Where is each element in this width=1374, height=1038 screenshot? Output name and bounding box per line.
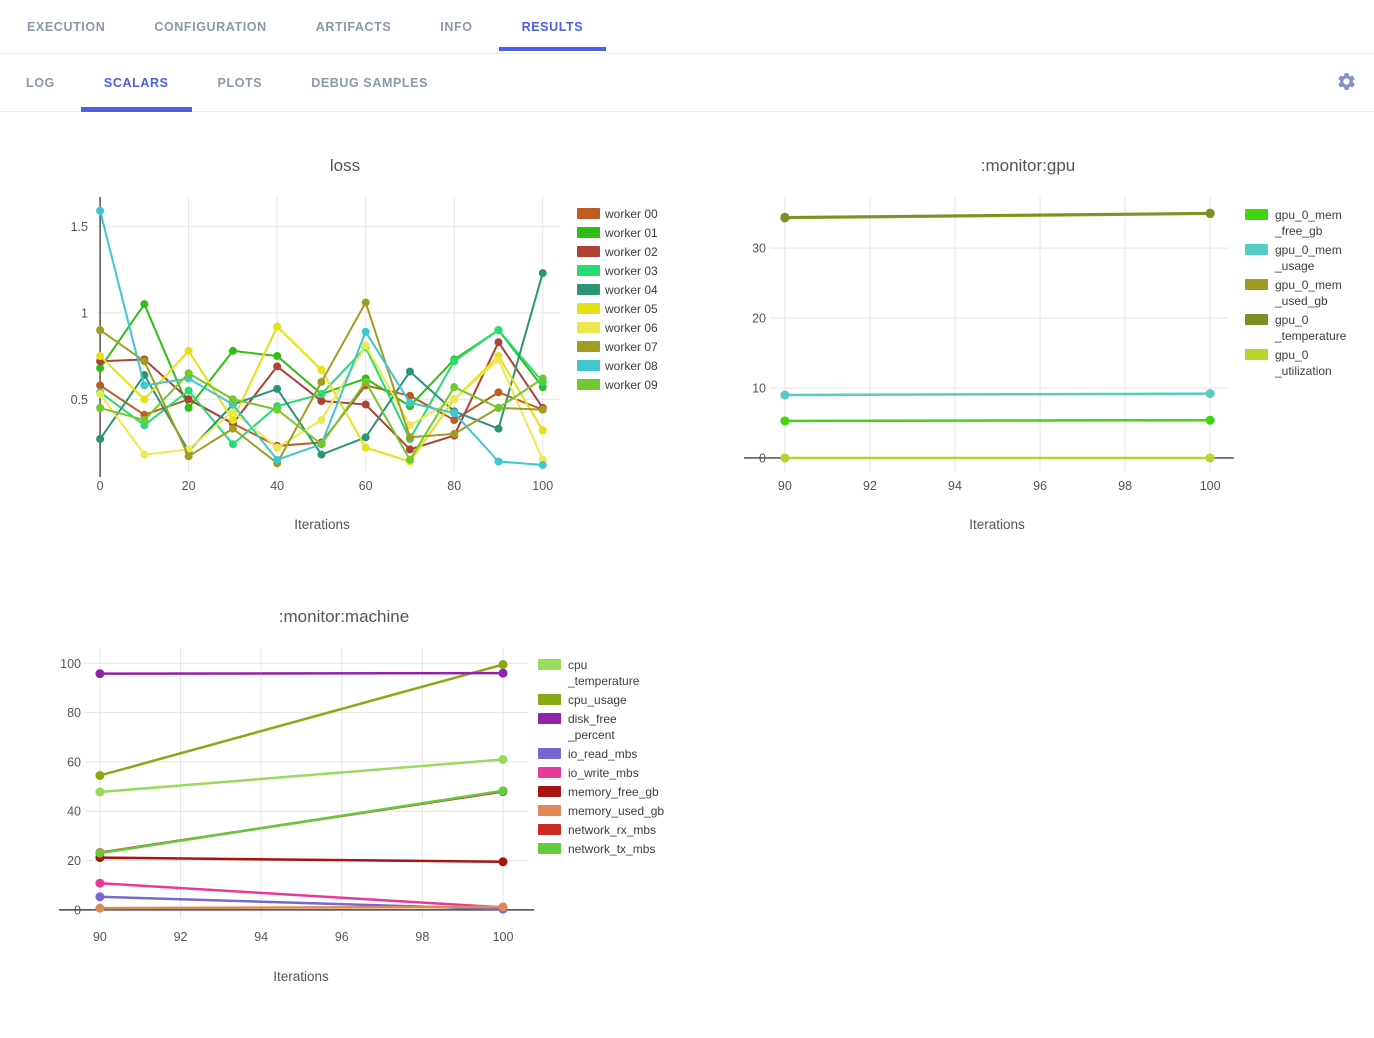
svg-text:92: 92 (863, 479, 877, 493)
svg-text::monitor:gpu: :monitor:gpu (981, 156, 1076, 175)
tab-artifacts-label: ARTIFACTS (315, 19, 392, 34)
svg-text:worker 03: worker 03 (604, 264, 658, 278)
svg-text:40: 40 (270, 479, 284, 493)
svg-text:_temperature: _temperature (567, 674, 640, 688)
svg-text:_used_gb: _used_gb (1274, 294, 1328, 308)
svg-text:worker 04: worker 04 (604, 283, 658, 297)
svg-text:100: 100 (60, 657, 81, 671)
svg-text:80: 80 (67, 706, 81, 720)
svg-text:gpu_0_mem: gpu_0_mem (1275, 208, 1342, 222)
svg-text:60: 60 (67, 755, 81, 769)
svg-text:worker 06: worker 06 (604, 321, 658, 335)
tab-configuration[interactable]: CONFIGURATION (131, 0, 289, 53)
tab-artifacts[interactable]: ARTIFACTS (293, 0, 415, 53)
tab-scalars-label: SCALARS (103, 75, 169, 90)
svg-text:30: 30 (752, 242, 766, 256)
svg-text:1.5: 1.5 (71, 220, 88, 234)
tab-info-label: INFO (440, 19, 473, 34)
svg-text:io_read_mbs: io_read_mbs (568, 747, 637, 761)
svg-text:90: 90 (778, 479, 792, 493)
secondary-tab-bar: LOG SCALARS PLOTS DEBUG SAMPLES (0, 54, 1374, 112)
svg-text:100: 100 (1200, 479, 1221, 493)
primary-tab-bar: EXECUTION CONFIGURATION ARTIFACTS INFO R… (0, 0, 1374, 54)
svg-text:cpu_usage: cpu_usage (568, 693, 627, 707)
svg-text:worker 07: worker 07 (604, 340, 658, 354)
svg-text:io_write_mbs: io_write_mbs (568, 766, 639, 780)
gpu-monitor-chart[interactable]: 90 92 94 96 98 100 0 10 20 30 :monitor:gpu Iteratio… (700, 140, 1374, 560)
svg-text:_free_gb: _free_gb (1274, 224, 1323, 238)
gear-icon (1337, 73, 1355, 90)
svg-text:gpu_0: gpu_0 (1275, 313, 1309, 327)
svg-text:20: 20 (67, 854, 81, 868)
svg-text:20: 20 (752, 312, 766, 326)
svg-text:100: 100 (493, 930, 514, 944)
svg-text:96: 96 (335, 930, 349, 944)
tab-plots-label: PLOTS (217, 75, 263, 90)
settings-gear-icon[interactable] (1334, 71, 1358, 95)
svg-text:80: 80 (447, 479, 461, 493)
svg-text::monitor:machine: :monitor:machine (279, 607, 409, 626)
svg-text:worker 09: worker 09 (604, 378, 658, 392)
tab-plots[interactable]: PLOTS (195, 54, 286, 111)
svg-text:0: 0 (97, 479, 104, 493)
svg-text:98: 98 (415, 930, 429, 944)
svg-text:_usage: _usage (1274, 259, 1315, 273)
tab-log-label: LOG (26, 75, 55, 90)
svg-text:Iterations: Iterations (273, 969, 329, 984)
tab-configuration-label: CONFIGURATION (154, 19, 267, 34)
charts-area: 0 20 40 60 80 100 0.5 1 1.5 loss Iterations worker … (0, 113, 1374, 1038)
svg-text:gpu_0_mem: gpu_0_mem (1275, 243, 1342, 257)
svg-text:0: 0 (759, 451, 766, 465)
svg-text:memory_used_gb: memory_used_gb (568, 804, 664, 818)
svg-text:worker 00: worker 00 (604, 207, 658, 221)
svg-text:worker 01: worker 01 (604, 226, 658, 240)
svg-text:10: 10 (752, 382, 766, 396)
tab-execution[interactable]: EXECUTION (4, 0, 128, 53)
machine-monitor-chart[interactable]: 90 92 94 96 98 100 0 20 40 60 80 100 :monitor:machin… (0, 585, 700, 1015)
svg-text:disk_free: disk_free (568, 712, 617, 726)
tab-execution-label: EXECUTION (27, 19, 106, 34)
tab-results-label: RESULTS (521, 19, 584, 34)
svg-text:worker 05: worker 05 (604, 302, 658, 316)
loss-chart[interactable]: 0 20 40 60 80 100 0.5 1 1.5 loss Iterations worker … (0, 140, 700, 560)
svg-text:20: 20 (182, 479, 196, 493)
svg-text:60: 60 (359, 479, 373, 493)
svg-text:98: 98 (1118, 479, 1132, 493)
svg-text:Iterations: Iterations (294, 517, 350, 532)
svg-text:gpu_0_mem: gpu_0_mem (1275, 278, 1342, 292)
svg-text:network_tx_mbs: network_tx_mbs (568, 842, 655, 856)
tab-results[interactable]: RESULTS (498, 0, 607, 53)
tab-debug-samples-label: DEBUG SAMPLES (311, 75, 429, 90)
svg-text:_temperature: _temperature (1274, 329, 1347, 343)
svg-text:_percent: _percent (567, 728, 615, 742)
svg-text:_utilization: _utilization (1274, 364, 1332, 378)
svg-text:memory_free_gb: memory_free_gb (568, 785, 659, 799)
svg-text:loss: loss (330, 156, 360, 175)
svg-text:94: 94 (948, 479, 962, 493)
svg-text:cpu: cpu (568, 658, 587, 672)
svg-text:100: 100 (532, 479, 553, 493)
svg-text:worker 08: worker 08 (604, 359, 658, 373)
svg-text:network_rx_mbs: network_rx_mbs (568, 823, 656, 837)
svg-text:0.5: 0.5 (71, 393, 88, 407)
tab-log[interactable]: LOG (3, 54, 78, 111)
tab-debug-samples[interactable]: DEBUG SAMPLES (288, 54, 451, 111)
svg-text:worker 02: worker 02 (604, 245, 658, 259)
svg-text:94: 94 (254, 930, 268, 944)
svg-text:90: 90 (93, 930, 107, 944)
svg-text:92: 92 (174, 930, 188, 944)
svg-text:1: 1 (81, 306, 88, 320)
svg-text:Iterations: Iterations (969, 517, 1025, 532)
tab-scalars[interactable]: SCALARS (80, 54, 192, 112)
svg-text:gpu_0: gpu_0 (1275, 348, 1309, 362)
svg-text:96: 96 (1033, 479, 1047, 493)
svg-text:0: 0 (74, 903, 81, 917)
svg-text:40: 40 (67, 805, 81, 819)
tab-info[interactable]: INFO (417, 0, 495, 53)
